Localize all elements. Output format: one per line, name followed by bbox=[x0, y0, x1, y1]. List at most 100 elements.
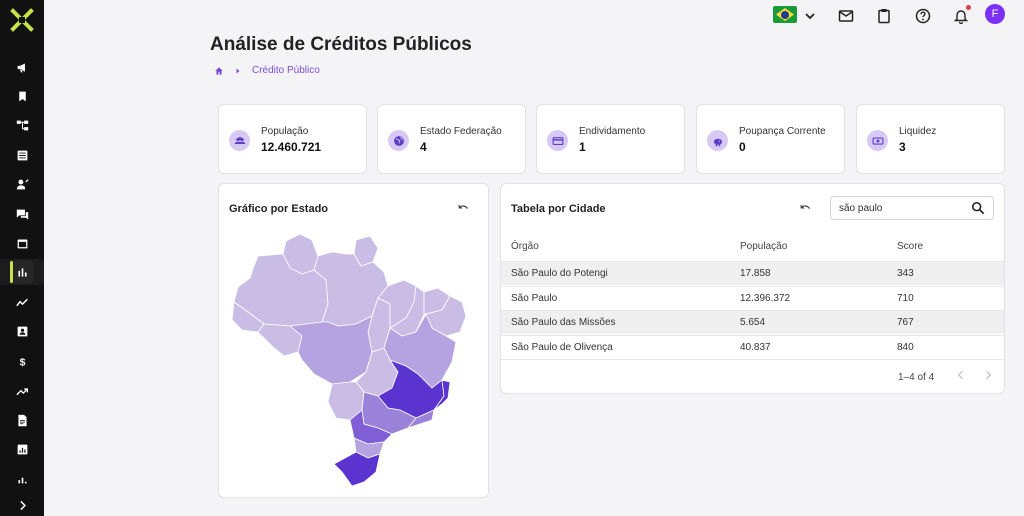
nav-org-chart[interactable] bbox=[0, 112, 44, 138]
user-avatar[interactable]: F bbox=[985, 4, 1005, 24]
chat-icon bbox=[16, 209, 28, 219]
globe-icon bbox=[388, 130, 409, 151]
stat-card-estado-federacao: Estado Federação 4 bbox=[377, 104, 526, 174]
mail-icon bbox=[838, 10, 854, 22]
table-reset-button[interactable] bbox=[797, 200, 813, 216]
breadcrumb: Crédito Público bbox=[214, 65, 320, 76]
cell-populacao: 5.654 bbox=[740, 317, 766, 328]
table-panel-title: Tabela por Cidade bbox=[511, 203, 606, 215]
nav-growth[interactable] bbox=[0, 378, 44, 404]
cash-icon bbox=[867, 130, 888, 151]
column-header-score[interactable]: Score bbox=[897, 241, 924, 252]
cell-populacao: 17.858 bbox=[740, 268, 771, 279]
help-button[interactable] bbox=[912, 5, 934, 27]
map-reset-button[interactable] bbox=[455, 200, 471, 216]
stat-card-liquidez: Liquidez 3 bbox=[856, 104, 1005, 174]
cell-populacao: 12.396.372 bbox=[740, 293, 791, 304]
breadcrumb-current[interactable]: Crédito Público bbox=[252, 65, 320, 76]
credit-card-icon bbox=[547, 130, 568, 151]
nav-list[interactable] bbox=[0, 142, 44, 168]
cell-orgao: São Paulo de Olivença bbox=[511, 342, 613, 353]
column-header-orgao[interactable]: Órgão bbox=[511, 241, 539, 252]
bar-chart-icon bbox=[17, 267, 27, 277]
logo-icon[interactable] bbox=[10, 8, 34, 32]
people-icon bbox=[229, 130, 250, 151]
pagination-info: 1–4 of 4 bbox=[898, 372, 935, 383]
growth-icon bbox=[15, 387, 28, 395]
stat-label: Poupança Corrente bbox=[739, 126, 826, 137]
search-icon[interactable] bbox=[971, 201, 985, 215]
stat-value: 0 bbox=[739, 140, 746, 154]
stat-label: Estado Federação bbox=[420, 126, 502, 137]
calendar-icon bbox=[17, 238, 27, 248]
map-panel-title: Gráfico por Estado bbox=[229, 203, 329, 215]
sidebar-expand-button[interactable] bbox=[0, 492, 44, 516]
chevron-down-icon bbox=[805, 13, 815, 20]
user-edit-icon bbox=[16, 178, 29, 189]
list-icon bbox=[17, 150, 27, 160]
megaphone-icon bbox=[17, 62, 25, 72]
mail-button[interactable] bbox=[835, 5, 857, 27]
org-chart-icon bbox=[16, 120, 28, 130]
brazil-map[interactable] bbox=[228, 232, 468, 487]
cell-score: 710 bbox=[897, 293, 914, 304]
city-search-box bbox=[830, 196, 994, 220]
nav-calendar[interactable] bbox=[0, 230, 44, 256]
language-flag-brazil[interactable] bbox=[773, 6, 797, 23]
clipboard-icon bbox=[878, 9, 890, 24]
nav-user-edit[interactable] bbox=[0, 171, 44, 197]
cell-orgao: São Paulo do Potengi bbox=[511, 268, 608, 279]
clipboard-button[interactable] bbox=[873, 5, 895, 27]
home-icon[interactable] bbox=[214, 66, 224, 76]
stat-value: 12.460.721 bbox=[261, 140, 322, 154]
dollar-icon: $ bbox=[19, 356, 25, 367]
nav-bookmark[interactable] bbox=[0, 83, 44, 109]
state-espirito-santo[interactable] bbox=[433, 379, 451, 411]
nav-id-card[interactable] bbox=[0, 318, 44, 344]
stat-value: 1 bbox=[579, 140, 586, 154]
nav-dollar[interactable]: $ bbox=[0, 348, 44, 374]
bookmark-icon bbox=[18, 91, 26, 101]
stat-card-endividamento: Endividamento 1 bbox=[536, 104, 685, 174]
nav-bar-chart[interactable] bbox=[0, 259, 44, 285]
sidebar: $ bbox=[0, 0, 44, 516]
report-icon bbox=[17, 444, 27, 454]
id-card-icon bbox=[17, 326, 27, 336]
nav-megaphone[interactable] bbox=[0, 54, 44, 80]
stat-value: 4 bbox=[420, 140, 427, 154]
table-row[interactable]: São Paulo de Olivença 40.837 840 bbox=[501, 335, 1004, 359]
nav-trend[interactable] bbox=[0, 289, 44, 315]
stat-card-populacao: População 12.460.721 bbox=[218, 104, 367, 174]
cell-orgao: São Paulo bbox=[511, 293, 558, 304]
city-search-input[interactable] bbox=[839, 201, 963, 216]
nav-report[interactable] bbox=[0, 436, 44, 462]
stat-label: População bbox=[261, 126, 309, 137]
stat-card-poupanca-corrente: Poupança Corrente 0 bbox=[696, 104, 845, 174]
stat-label: Endividamento bbox=[579, 126, 646, 137]
column-header-populacao[interactable]: População bbox=[740, 241, 788, 252]
table-row[interactable]: São Paulo do Potengi 17.858 343 bbox=[501, 261, 1004, 285]
undo-icon bbox=[800, 203, 810, 209]
cell-score: 840 bbox=[897, 342, 914, 353]
state-rio-grande-do-sul[interactable] bbox=[333, 451, 381, 487]
nav-document[interactable] bbox=[0, 407, 44, 433]
language-dropdown[interactable] bbox=[799, 5, 821, 27]
next-page-button[interactable] bbox=[981, 369, 995, 383]
state-rio-de-janeiro[interactable] bbox=[406, 409, 435, 429]
svg-text:$: $ bbox=[19, 356, 25, 367]
previous-page-button[interactable] bbox=[954, 369, 968, 383]
piggy-bank-icon bbox=[707, 130, 728, 151]
state-mato-grosso[interactable] bbox=[289, 315, 373, 385]
nav-chat[interactable] bbox=[0, 201, 44, 227]
chevron-right-icon bbox=[236, 68, 240, 73]
table-row[interactable]: São Paulo das Missões 5.654 767 bbox=[501, 310, 1004, 334]
cell-score: 343 bbox=[897, 268, 914, 279]
chevron-right-icon bbox=[986, 370, 992, 380]
notifications-button[interactable] bbox=[950, 5, 972, 27]
help-icon bbox=[915, 8, 931, 24]
table-row[interactable]: São Paulo 12.396.372 710 bbox=[501, 286, 1004, 310]
chevron-right-icon bbox=[19, 500, 26, 510]
stat-value: 3 bbox=[899, 140, 906, 154]
nav-small-bar[interactable] bbox=[0, 465, 44, 491]
page-title: Análise de Créditos Públicos bbox=[210, 34, 472, 55]
